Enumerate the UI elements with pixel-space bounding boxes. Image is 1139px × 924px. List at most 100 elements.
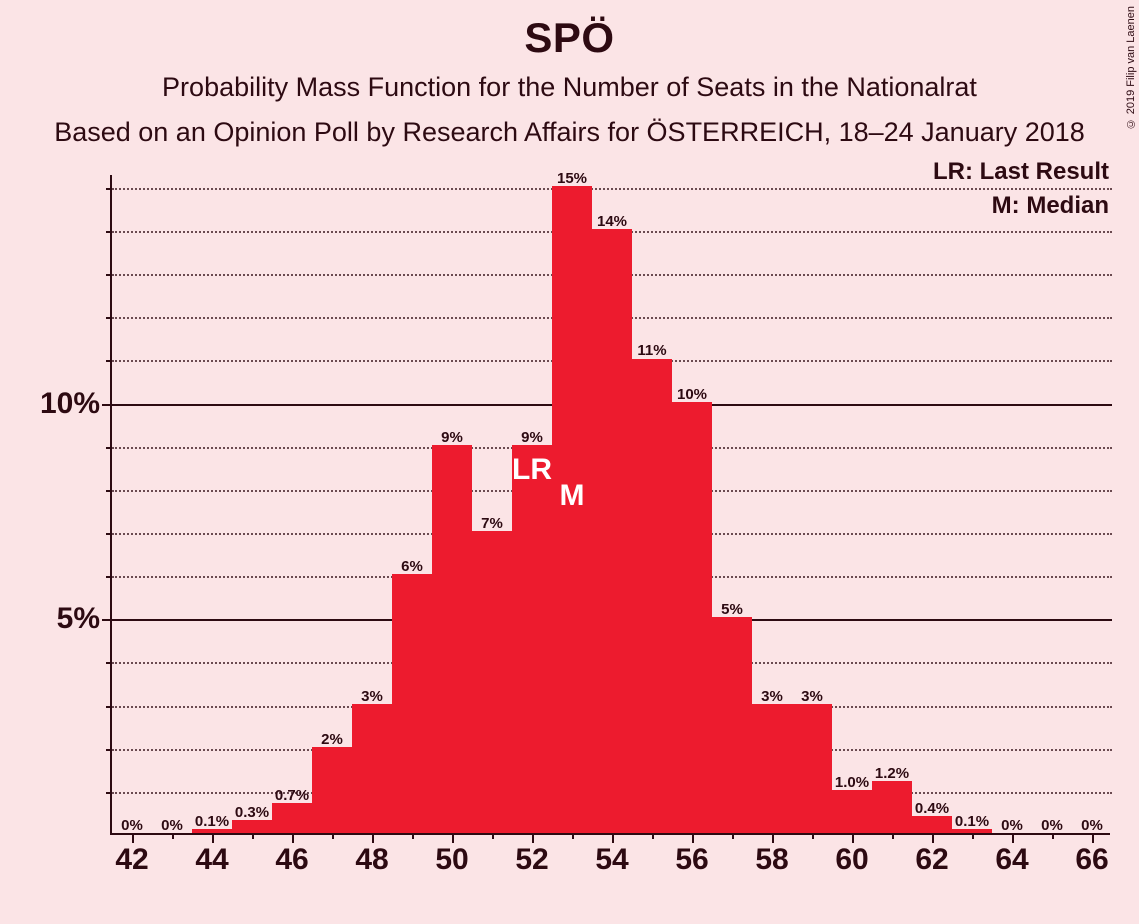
- plot-area: 5%10%424446485052545658606264660%0%0.1%0…: [110, 175, 1110, 835]
- y-tick-minor: [106, 792, 112, 794]
- x-tick: [1012, 833, 1014, 843]
- x-axis-label: 44: [195, 843, 228, 877]
- y-axis-label: 5%: [57, 602, 100, 636]
- x-tick: [132, 833, 134, 843]
- x-tick-minor: [252, 833, 254, 839]
- x-axis-label: 60: [835, 843, 868, 877]
- bar-value-label: 0.1%: [955, 813, 989, 830]
- x-tick: [452, 833, 454, 843]
- bar: [712, 617, 751, 833]
- bar-value-label: 14%: [597, 213, 627, 230]
- copyright: © 2019 Filip van Laenen: [1125, 6, 1137, 129]
- x-tick-minor: [972, 833, 974, 839]
- bar: [632, 359, 671, 834]
- y-tick-minor: [106, 490, 112, 492]
- y-tick-minor: [106, 274, 112, 276]
- x-axis-label: 46: [275, 843, 308, 877]
- x-tick-minor: [892, 833, 894, 839]
- x-tick-minor: [572, 833, 574, 839]
- bar-value-label: 0%: [121, 817, 143, 834]
- y-tick-minor: [106, 317, 112, 319]
- bar: [472, 531, 511, 833]
- y-tick-minor: [106, 231, 112, 233]
- x-tick-minor: [492, 833, 494, 839]
- x-tick: [532, 833, 534, 843]
- bar-value-label: 0%: [1001, 817, 1023, 834]
- marker-last-result: LR: [512, 453, 552, 487]
- bar-value-label: 9%: [521, 429, 543, 446]
- chart-subtitle: Probability Mass Function for the Number…: [0, 72, 1139, 103]
- chart-title: SPÖ: [0, 14, 1139, 62]
- bar-value-label: 0.7%: [275, 787, 309, 804]
- x-tick-minor: [732, 833, 734, 839]
- bar-value-label: 0.1%: [195, 813, 229, 830]
- bar-value-label: 3%: [801, 688, 823, 705]
- x-tick: [852, 833, 854, 843]
- x-tick-minor: [652, 833, 654, 839]
- bar: [352, 704, 391, 833]
- x-axis-label: 58: [755, 843, 788, 877]
- bar: [752, 704, 791, 833]
- bar: [232, 820, 271, 833]
- title-block: SPÖ Probability Mass Function for the Nu…: [0, 0, 1139, 148]
- bar-value-label: 1.2%: [875, 765, 909, 782]
- x-axis-label: 66: [1075, 843, 1108, 877]
- bar-value-label: 0.3%: [235, 804, 269, 821]
- bar-value-label: 0%: [161, 817, 183, 834]
- chart-subtitle-2: Based on an Opinion Poll by Research Aff…: [0, 117, 1139, 148]
- marker-median: M: [560, 479, 585, 513]
- bar-value-label: 9%: [441, 429, 463, 446]
- x-tick: [1092, 833, 1094, 843]
- bar: [872, 781, 911, 833]
- x-axis-label: 50: [435, 843, 468, 877]
- y-tick: [102, 619, 112, 621]
- x-axis-label: 64: [995, 843, 1028, 877]
- bar-value-label: 5%: [721, 601, 743, 618]
- x-tick-minor: [812, 833, 814, 839]
- x-tick: [772, 833, 774, 843]
- y-tick-minor: [106, 533, 112, 535]
- bar: [912, 816, 951, 833]
- pmf-chart: 5%10%424446485052545658606264660%0%0.1%0…: [110, 175, 1110, 835]
- x-axis-label: 56: [675, 843, 708, 877]
- bar-value-label: 7%: [481, 515, 503, 532]
- y-tick-minor: [106, 706, 112, 708]
- x-tick: [212, 833, 214, 843]
- y-tick-minor: [106, 447, 112, 449]
- bar-value-label: 0%: [1041, 817, 1063, 834]
- bar: [672, 402, 711, 833]
- bar: [392, 574, 431, 833]
- x-tick-minor: [412, 833, 414, 839]
- bar: [312, 747, 351, 833]
- bar: [272, 803, 311, 833]
- y-axis-label: 10%: [40, 387, 100, 421]
- bar: [792, 704, 831, 833]
- x-axis-label: 52: [515, 843, 548, 877]
- y-tick-minor: [106, 360, 112, 362]
- y-tick-minor: [106, 188, 112, 190]
- gridline: [112, 188, 1112, 190]
- x-tick: [612, 833, 614, 843]
- y-tick-minor: [106, 749, 112, 751]
- x-tick-minor: [332, 833, 334, 839]
- x-axis-label: 62: [915, 843, 948, 877]
- bar-value-label: 15%: [557, 170, 587, 187]
- x-tick: [932, 833, 934, 843]
- bar-value-label: 10%: [677, 386, 707, 403]
- bar-value-label: 6%: [401, 558, 423, 575]
- bar-value-label: 0%: [1081, 817, 1103, 834]
- x-axis-label: 48: [355, 843, 388, 877]
- bar-value-label: 11%: [637, 342, 666, 359]
- bar-value-label: 3%: [761, 688, 783, 705]
- x-tick: [692, 833, 694, 843]
- bar: [832, 790, 871, 833]
- y-tick-minor: [106, 576, 112, 578]
- y-tick: [102, 404, 112, 406]
- bar-value-label: 1.0%: [835, 774, 869, 791]
- bar: [432, 445, 471, 833]
- bar-value-label: 0.4%: [915, 800, 949, 817]
- x-tick: [292, 833, 294, 843]
- bar-value-label: 3%: [361, 688, 383, 705]
- x-axis-label: 42: [115, 843, 148, 877]
- bar: [592, 229, 631, 833]
